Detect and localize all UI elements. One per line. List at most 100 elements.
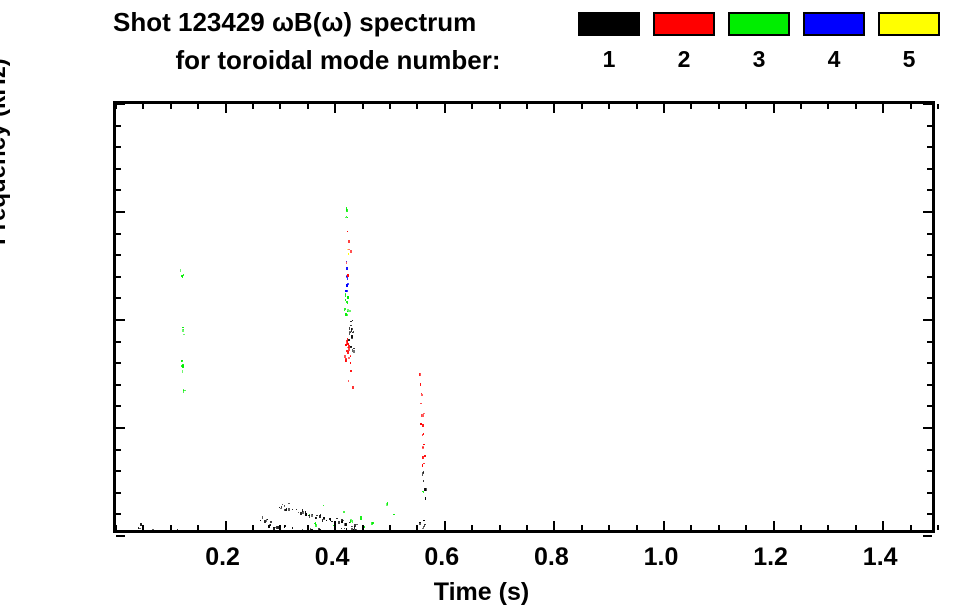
data-point-mode-1 <box>287 502 290 504</box>
data-point-mode-1 <box>344 523 347 527</box>
data-point-mode-2 <box>343 355 346 359</box>
y-tick-minor <box>116 232 121 235</box>
data-point-mode-2 <box>352 386 355 390</box>
data-point-mode-3 <box>344 293 346 296</box>
data-point-mode-1 <box>352 349 355 353</box>
y-tick-minor <box>116 383 121 386</box>
data-point-mode-2 <box>422 412 425 414</box>
data-point-mode-2 <box>348 248 351 250</box>
data-point-mode-1 <box>319 513 321 516</box>
data-point-mode-4 <box>345 274 347 278</box>
data-point-mode-3 <box>180 360 183 363</box>
x-tick-minor <box>854 525 857 530</box>
y-tick-minor <box>116 340 121 343</box>
data-point-mode-4 <box>346 267 349 271</box>
data-point-mode-3 <box>347 309 350 312</box>
data-point-mode-3 <box>183 334 186 336</box>
data-point-mode-2 <box>419 373 421 377</box>
x-tick-minor <box>827 525 830 530</box>
x-tick-minor-top <box>115 104 117 109</box>
legend-swatch-1 <box>578 12 640 36</box>
y-tick-minor-right <box>927 254 932 257</box>
x-tick-label: 0.6 <box>424 543 460 571</box>
data-point-mode-1 <box>326 519 328 521</box>
data-point-mode-2 <box>421 446 424 449</box>
data-point-mode-3 <box>184 389 187 391</box>
data-point-mode-1 <box>151 529 154 530</box>
data-point-mode-1 <box>308 514 311 516</box>
data-point-mode-1 <box>351 331 353 333</box>
data-point-mode-2 <box>346 346 349 348</box>
data-point-mode-2 <box>423 455 425 459</box>
data-point-mode-3 <box>351 520 353 524</box>
x-tick-minor <box>279 525 282 530</box>
x-tick-minor-top <box>717 104 720 109</box>
data-point-mode-2 <box>347 350 349 352</box>
data-point-mode-1 <box>276 525 279 529</box>
y-tick-minor-right <box>927 491 932 494</box>
legend: 1 2 3 4 5 <box>578 12 948 84</box>
y-tick-minor <box>116 254 121 257</box>
data-point-mode-1 <box>423 479 425 482</box>
data-point-mode-1 <box>322 518 324 522</box>
data-point-mode-1 <box>353 330 355 333</box>
data-point-mode-1 <box>418 521 421 525</box>
data-point-mode-1 <box>349 345 352 347</box>
data-point-mode-4 <box>347 282 350 284</box>
data-point-mode-1 <box>310 528 312 530</box>
data-point-mode-1 <box>283 505 285 507</box>
data-point-mode-1 <box>422 526 424 529</box>
legend-label-4: 4 <box>827 46 841 72</box>
data-point-mode-1 <box>301 529 303 530</box>
y-tick-minor-right <box>927 405 932 408</box>
data-point-mode-2 <box>346 260 348 264</box>
y-tick-minor <box>116 167 121 170</box>
data-point-mode-1 <box>354 528 357 530</box>
data-point-mode-3 <box>181 327 184 329</box>
data-point-mode-3 <box>422 491 424 493</box>
data-point-mode-1 <box>138 527 141 529</box>
data-point-mode-1 <box>311 513 314 517</box>
data-point-mode-1 <box>352 529 354 530</box>
data-point-mode-1 <box>351 336 354 339</box>
data-point-mode-1 <box>311 528 314 530</box>
data-point-mode-1 <box>349 321 352 323</box>
y-tick-minor <box>116 297 121 300</box>
data-point-mode-2 <box>345 349 348 352</box>
data-point-mode-2 <box>348 379 350 382</box>
data-point-mode-2 <box>420 392 422 394</box>
x-tick-minor <box>635 525 638 530</box>
data-point-mode-3 <box>346 216 348 218</box>
x-tick-minor <box>361 525 364 530</box>
chart-title-line-1: Shot 123429 ωB(ω) spectrum <box>113 7 477 37</box>
data-point-mode-1 <box>318 527 321 530</box>
x-axis-label: Time (s) <box>433 578 530 606</box>
y-tick-minor <box>116 124 121 127</box>
data-point-mode-1 <box>348 331 350 335</box>
x-tick-major <box>224 521 227 530</box>
data-point-mode-4 <box>346 289 349 292</box>
y-tick-minor-right <box>927 275 932 278</box>
data-point-mode-1 <box>266 519 268 521</box>
x-tick-minor-top <box>580 104 583 109</box>
x-tick-major-top <box>443 104 446 113</box>
data-point-mode-2 <box>420 393 423 396</box>
data-point-mode-5 <box>346 248 348 250</box>
data-point-mode-3 <box>180 269 182 273</box>
data-point-mode-2 <box>345 344 348 347</box>
data-point-mode-1 <box>424 488 427 492</box>
x-tick-major-top <box>663 104 665 113</box>
data-point-mode-1 <box>350 325 353 327</box>
legend-label-2: 2 <box>677 46 691 72</box>
legend-label-5: 5 <box>902 46 916 72</box>
x-tick-major <box>663 521 665 530</box>
data-point-mode-2 <box>346 273 349 277</box>
data-point-mode-1 <box>304 512 307 516</box>
data-point-mode-3 <box>386 502 388 506</box>
x-tick-minor <box>416 525 419 530</box>
data-point-mode-1 <box>272 527 275 530</box>
legend-label-3: 3 <box>752 46 766 72</box>
y-tick-minor-right <box>927 232 932 235</box>
plot-area <box>113 101 939 537</box>
data-point-mode-3 <box>345 216 348 218</box>
